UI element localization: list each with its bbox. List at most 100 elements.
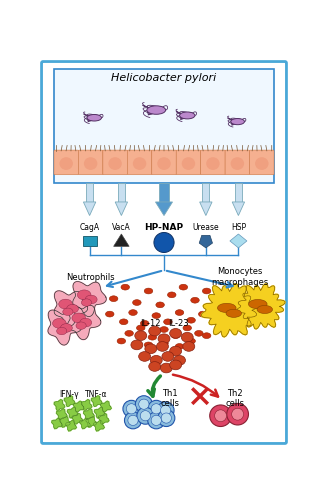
- Ellipse shape: [145, 344, 157, 354]
- Ellipse shape: [119, 319, 128, 324]
- Circle shape: [160, 406, 171, 415]
- Ellipse shape: [218, 304, 236, 312]
- Ellipse shape: [180, 112, 195, 119]
- Circle shape: [210, 405, 231, 426]
- Ellipse shape: [183, 325, 191, 331]
- Circle shape: [158, 410, 175, 426]
- Text: Monocytes
macrophages: Monocytes macrophages: [211, 268, 268, 287]
- Circle shape: [215, 410, 227, 422]
- Bar: [83, 236, 97, 246]
- Ellipse shape: [191, 298, 199, 303]
- Ellipse shape: [129, 310, 137, 316]
- FancyBboxPatch shape: [152, 150, 176, 174]
- Polygon shape: [64, 396, 75, 406]
- Bar: [203, 183, 209, 202]
- Polygon shape: [236, 284, 285, 329]
- Ellipse shape: [255, 157, 268, 170]
- Circle shape: [161, 413, 172, 423]
- Ellipse shape: [158, 334, 170, 344]
- Circle shape: [148, 412, 165, 429]
- Polygon shape: [230, 234, 247, 248]
- Ellipse shape: [187, 338, 196, 344]
- Ellipse shape: [85, 295, 97, 304]
- Ellipse shape: [139, 352, 151, 362]
- Ellipse shape: [60, 324, 72, 332]
- Polygon shape: [115, 202, 128, 215]
- Ellipse shape: [170, 360, 181, 370]
- Circle shape: [126, 404, 137, 414]
- Ellipse shape: [125, 330, 133, 336]
- Bar: [86, 183, 93, 202]
- Polygon shape: [60, 416, 70, 427]
- Polygon shape: [73, 282, 106, 316]
- Polygon shape: [48, 310, 82, 345]
- Circle shape: [123, 400, 140, 417]
- Ellipse shape: [156, 342, 168, 351]
- FancyBboxPatch shape: [201, 150, 225, 174]
- Ellipse shape: [140, 320, 149, 326]
- Ellipse shape: [63, 308, 73, 316]
- FancyBboxPatch shape: [42, 62, 286, 444]
- Text: IL-12: IL-12: [140, 319, 160, 328]
- Polygon shape: [98, 414, 109, 424]
- FancyBboxPatch shape: [127, 150, 152, 174]
- Ellipse shape: [87, 114, 101, 121]
- Ellipse shape: [135, 331, 147, 340]
- Polygon shape: [52, 418, 62, 428]
- Circle shape: [135, 396, 152, 412]
- Polygon shape: [84, 202, 96, 215]
- Ellipse shape: [257, 306, 273, 314]
- Ellipse shape: [149, 362, 161, 372]
- Circle shape: [128, 416, 138, 426]
- Text: Helicobacter pylori: Helicobacter pylori: [111, 74, 217, 84]
- Ellipse shape: [131, 340, 143, 350]
- Ellipse shape: [144, 342, 153, 348]
- FancyBboxPatch shape: [54, 69, 274, 183]
- Ellipse shape: [108, 157, 122, 170]
- Ellipse shape: [148, 334, 156, 340]
- Ellipse shape: [81, 299, 92, 306]
- Ellipse shape: [160, 326, 168, 332]
- Ellipse shape: [160, 363, 172, 373]
- Text: HP-NAP: HP-NAP: [144, 223, 184, 232]
- Circle shape: [124, 412, 141, 429]
- Ellipse shape: [132, 300, 141, 306]
- Ellipse shape: [210, 319, 219, 324]
- Text: Urease: Urease: [193, 223, 219, 232]
- Polygon shape: [94, 420, 104, 431]
- Polygon shape: [200, 202, 212, 215]
- Polygon shape: [56, 409, 67, 420]
- Bar: [118, 183, 125, 202]
- Ellipse shape: [137, 325, 145, 331]
- Ellipse shape: [84, 157, 97, 170]
- Ellipse shape: [152, 313, 161, 318]
- Ellipse shape: [133, 157, 146, 170]
- Text: TNF-α: TNF-α: [84, 390, 107, 400]
- Text: IL-23: IL-23: [168, 319, 188, 328]
- Ellipse shape: [214, 300, 222, 306]
- Circle shape: [140, 410, 150, 421]
- FancyBboxPatch shape: [103, 150, 127, 174]
- Circle shape: [139, 399, 149, 409]
- Polygon shape: [74, 401, 84, 412]
- Polygon shape: [54, 291, 88, 326]
- Ellipse shape: [181, 332, 193, 342]
- Polygon shape: [54, 400, 65, 410]
- Ellipse shape: [198, 311, 207, 317]
- Ellipse shape: [60, 157, 73, 170]
- Bar: [159, 183, 169, 202]
- Polygon shape: [94, 407, 105, 418]
- Ellipse shape: [67, 304, 78, 313]
- Ellipse shape: [202, 333, 211, 338]
- FancyBboxPatch shape: [176, 150, 201, 174]
- Polygon shape: [81, 400, 92, 410]
- Polygon shape: [66, 420, 76, 431]
- Ellipse shape: [106, 311, 114, 317]
- Circle shape: [137, 408, 154, 424]
- Text: CagA: CagA: [80, 223, 100, 232]
- Ellipse shape: [150, 356, 162, 365]
- Ellipse shape: [231, 118, 244, 124]
- Ellipse shape: [182, 157, 195, 170]
- Polygon shape: [72, 414, 83, 424]
- Polygon shape: [67, 407, 78, 418]
